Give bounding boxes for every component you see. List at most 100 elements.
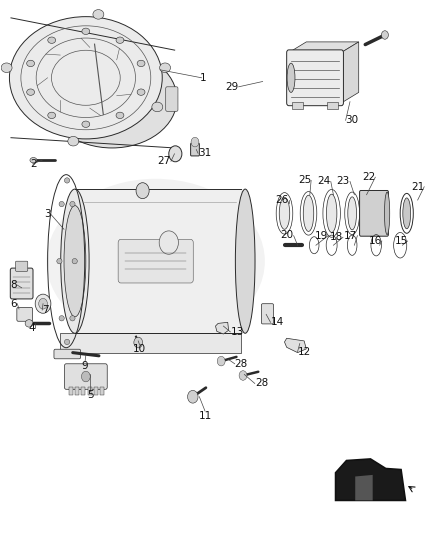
Text: 30: 30 bbox=[346, 115, 359, 125]
Text: 10: 10 bbox=[133, 344, 146, 353]
FancyBboxPatch shape bbox=[118, 239, 193, 283]
Ellipse shape bbox=[303, 195, 314, 231]
Text: 25: 25 bbox=[298, 175, 311, 185]
Circle shape bbox=[169, 146, 182, 162]
Ellipse shape bbox=[57, 259, 62, 264]
FancyBboxPatch shape bbox=[11, 268, 33, 299]
Ellipse shape bbox=[72, 259, 78, 264]
Polygon shape bbox=[60, 333, 241, 353]
Text: 12: 12 bbox=[297, 346, 311, 357]
Text: 22: 22 bbox=[362, 172, 375, 182]
FancyBboxPatch shape bbox=[166, 87, 178, 111]
Text: 24: 24 bbox=[318, 176, 331, 187]
Circle shape bbox=[191, 138, 199, 147]
Bar bbox=[81, 387, 85, 395]
Polygon shape bbox=[285, 338, 306, 353]
Circle shape bbox=[159, 231, 178, 254]
Ellipse shape bbox=[68, 136, 79, 146]
FancyBboxPatch shape bbox=[77, 189, 243, 333]
Text: 21: 21 bbox=[411, 182, 424, 192]
Ellipse shape bbox=[82, 28, 90, 35]
Ellipse shape bbox=[70, 316, 75, 321]
Circle shape bbox=[134, 337, 143, 348]
Text: 29: 29 bbox=[226, 82, 239, 92]
FancyBboxPatch shape bbox=[54, 349, 81, 359]
Bar bbox=[100, 387, 104, 395]
Text: 9: 9 bbox=[81, 361, 88, 371]
Ellipse shape bbox=[279, 197, 290, 229]
Text: 14: 14 bbox=[271, 317, 284, 327]
Text: 7: 7 bbox=[42, 305, 49, 315]
Bar bbox=[327, 102, 338, 109]
Circle shape bbox=[136, 183, 149, 199]
Ellipse shape bbox=[64, 340, 70, 345]
Ellipse shape bbox=[48, 112, 56, 118]
Ellipse shape bbox=[385, 192, 390, 235]
Circle shape bbox=[187, 390, 198, 403]
FancyBboxPatch shape bbox=[191, 143, 199, 156]
Bar bbox=[69, 387, 73, 395]
Ellipse shape bbox=[64, 206, 86, 317]
Text: 18: 18 bbox=[330, 232, 343, 243]
FancyBboxPatch shape bbox=[64, 364, 107, 389]
Circle shape bbox=[239, 370, 247, 380]
Text: 20: 20 bbox=[280, 230, 293, 240]
Circle shape bbox=[217, 357, 225, 366]
Ellipse shape bbox=[137, 60, 145, 67]
Polygon shape bbox=[355, 475, 373, 500]
Ellipse shape bbox=[48, 37, 56, 43]
Ellipse shape bbox=[10, 17, 162, 139]
Polygon shape bbox=[215, 322, 229, 334]
Ellipse shape bbox=[235, 189, 255, 333]
Text: 15: 15 bbox=[394, 236, 408, 246]
FancyBboxPatch shape bbox=[261, 304, 274, 324]
Text: 28: 28 bbox=[255, 378, 268, 389]
FancyBboxPatch shape bbox=[17, 308, 32, 321]
Circle shape bbox=[381, 31, 389, 39]
Polygon shape bbox=[341, 42, 359, 103]
Bar bbox=[94, 387, 98, 395]
Circle shape bbox=[35, 294, 51, 313]
Text: 28: 28 bbox=[235, 359, 248, 369]
Text: 4: 4 bbox=[28, 322, 35, 333]
Bar bbox=[292, 102, 303, 109]
Ellipse shape bbox=[61, 189, 89, 333]
Text: 5: 5 bbox=[87, 390, 93, 400]
Ellipse shape bbox=[27, 60, 35, 67]
Ellipse shape bbox=[25, 320, 33, 327]
Ellipse shape bbox=[326, 194, 337, 232]
Ellipse shape bbox=[152, 102, 163, 112]
Text: 16: 16 bbox=[369, 236, 382, 246]
Ellipse shape bbox=[116, 37, 124, 43]
Text: 2: 2 bbox=[30, 159, 37, 169]
Ellipse shape bbox=[137, 89, 145, 95]
Bar bbox=[75, 387, 79, 395]
Text: 8: 8 bbox=[11, 280, 17, 290]
Text: 3: 3 bbox=[44, 209, 51, 220]
Text: 13: 13 bbox=[230, 327, 244, 337]
FancyBboxPatch shape bbox=[287, 50, 343, 106]
Ellipse shape bbox=[287, 63, 295, 92]
Ellipse shape bbox=[116, 112, 124, 118]
Polygon shape bbox=[289, 42, 359, 53]
Ellipse shape bbox=[59, 201, 64, 207]
Ellipse shape bbox=[93, 10, 104, 19]
Ellipse shape bbox=[159, 63, 170, 72]
Polygon shape bbox=[336, 459, 406, 500]
Bar bbox=[88, 387, 92, 395]
Ellipse shape bbox=[1, 63, 12, 72]
Text: 11: 11 bbox=[198, 411, 212, 421]
Ellipse shape bbox=[348, 197, 357, 230]
Circle shape bbox=[81, 371, 90, 382]
Ellipse shape bbox=[47, 50, 177, 148]
Ellipse shape bbox=[70, 201, 75, 207]
Text: 17: 17 bbox=[344, 231, 357, 241]
Text: 19: 19 bbox=[315, 231, 328, 241]
Ellipse shape bbox=[46, 179, 265, 344]
Text: 6: 6 bbox=[11, 298, 17, 309]
Text: 31: 31 bbox=[198, 148, 211, 158]
FancyBboxPatch shape bbox=[360, 190, 389, 236]
FancyBboxPatch shape bbox=[15, 261, 28, 271]
Ellipse shape bbox=[403, 198, 411, 229]
Ellipse shape bbox=[64, 178, 70, 183]
